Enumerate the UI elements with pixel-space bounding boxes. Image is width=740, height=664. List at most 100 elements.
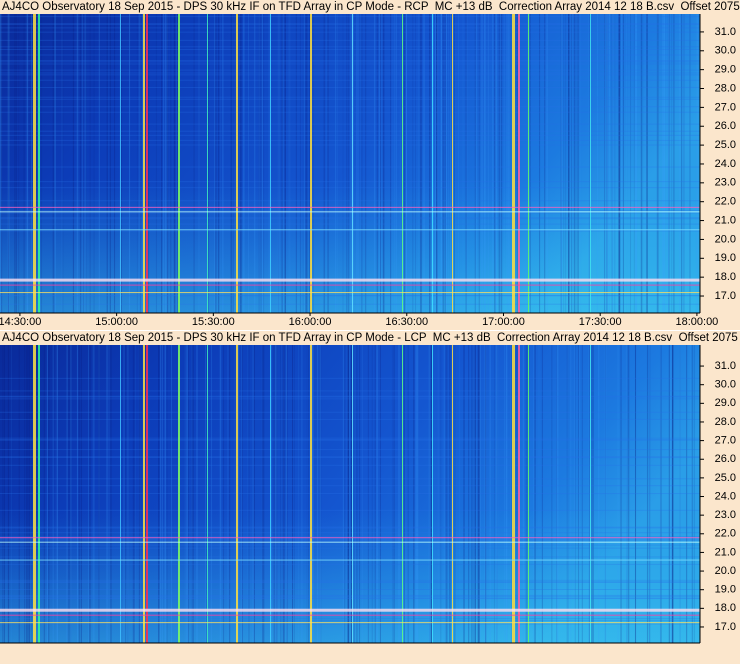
texture [139, 14, 141, 313]
texture [108, 14, 110, 313]
texture [417, 345, 419, 643]
y-tick-label: 25.0 [715, 472, 736, 484]
rfi-line [270, 14, 271, 313]
texture [127, 345, 129, 643]
texture [281, 14, 283, 313]
texture [163, 14, 165, 313]
texture [346, 14, 348, 313]
texture [0, 60, 700, 62]
texture [588, 345, 590, 643]
texture [239, 14, 241, 313]
y-tick-label: 31.0 [715, 360, 736, 372]
texture [343, 345, 345, 643]
texture [283, 345, 285, 643]
texture [588, 14, 590, 313]
y-tick-label: 21.0 [715, 214, 736, 226]
rfi-band [0, 537, 700, 539]
texture [222, 14, 224, 313]
y-tick-label: 30.0 [715, 379, 736, 391]
texture [604, 345, 606, 643]
texture [36, 14, 38, 313]
texture [534, 345, 536, 643]
texture [606, 14, 608, 313]
texture [436, 14, 438, 313]
texture [301, 345, 303, 643]
texture [127, 345, 129, 643]
texture [635, 345, 637, 643]
texture [691, 345, 693, 643]
rfi-line [236, 345, 238, 643]
texture [0, 377, 700, 379]
texture [0, 617, 700, 619]
chart-title: AJ4CO Observatory 18 Sep 2015 - DPS 30 k… [2, 1, 740, 13]
texture [70, 345, 72, 643]
texture [630, 14, 632, 313]
texture [174, 14, 176, 313]
texture [80, 14, 82, 313]
texture [129, 14, 131, 313]
texture [0, 464, 700, 466]
texture [0, 74, 700, 76]
texture [52, 14, 54, 313]
texture [277, 14, 279, 313]
texture [286, 345, 288, 643]
texture [622, 14, 624, 313]
texture [7, 14, 9, 313]
texture [660, 345, 662, 643]
rfi-line [528, 345, 529, 643]
texture [689, 14, 691, 313]
texture [243, 14, 245, 313]
texture [628, 345, 630, 643]
texture [125, 345, 127, 643]
texture [298, 345, 300, 643]
texture [348, 345, 350, 643]
texture [299, 14, 301, 313]
texture [353, 345, 355, 643]
texture [241, 345, 243, 643]
texture [646, 345, 648, 643]
texture [626, 345, 628, 643]
texture [617, 345, 619, 643]
texture [592, 345, 594, 643]
texture [665, 14, 667, 313]
texture [503, 14, 505, 313]
texture [27, 345, 29, 643]
rfi-line [432, 345, 433, 643]
texture [317, 345, 319, 643]
texture [0, 439, 700, 441]
texture [604, 14, 606, 313]
texture [61, 14, 63, 313]
texture [158, 345, 160, 643]
texture [141, 345, 143, 643]
x-tick-label: 15:00:00 [95, 316, 138, 328]
texture [671, 345, 673, 643]
texture [376, 14, 378, 313]
texture [635, 14, 637, 313]
texture [47, 345, 49, 643]
texture [247, 14, 249, 313]
rfi-band [0, 284, 700, 286]
texture [468, 345, 470, 643]
texture [541, 345, 543, 643]
texture [350, 345, 352, 643]
texture [215, 14, 217, 313]
x-axis-area [0, 643, 740, 664]
texture [393, 14, 395, 313]
texture [206, 345, 208, 643]
rfi-line [352, 345, 353, 643]
texture [656, 14, 658, 313]
texture [0, 556, 700, 558]
texture [166, 345, 168, 643]
texture [0, 134, 700, 136]
texture [0, 589, 700, 591]
texture [247, 345, 249, 643]
texture [525, 345, 527, 643]
texture [308, 345, 310, 643]
rfi-line [38, 345, 40, 643]
rfi-band [0, 206, 700, 208]
texture [348, 345, 350, 643]
texture [155, 14, 157, 313]
texture [165, 345, 167, 643]
texture [504, 345, 506, 643]
texture [507, 14, 509, 313]
